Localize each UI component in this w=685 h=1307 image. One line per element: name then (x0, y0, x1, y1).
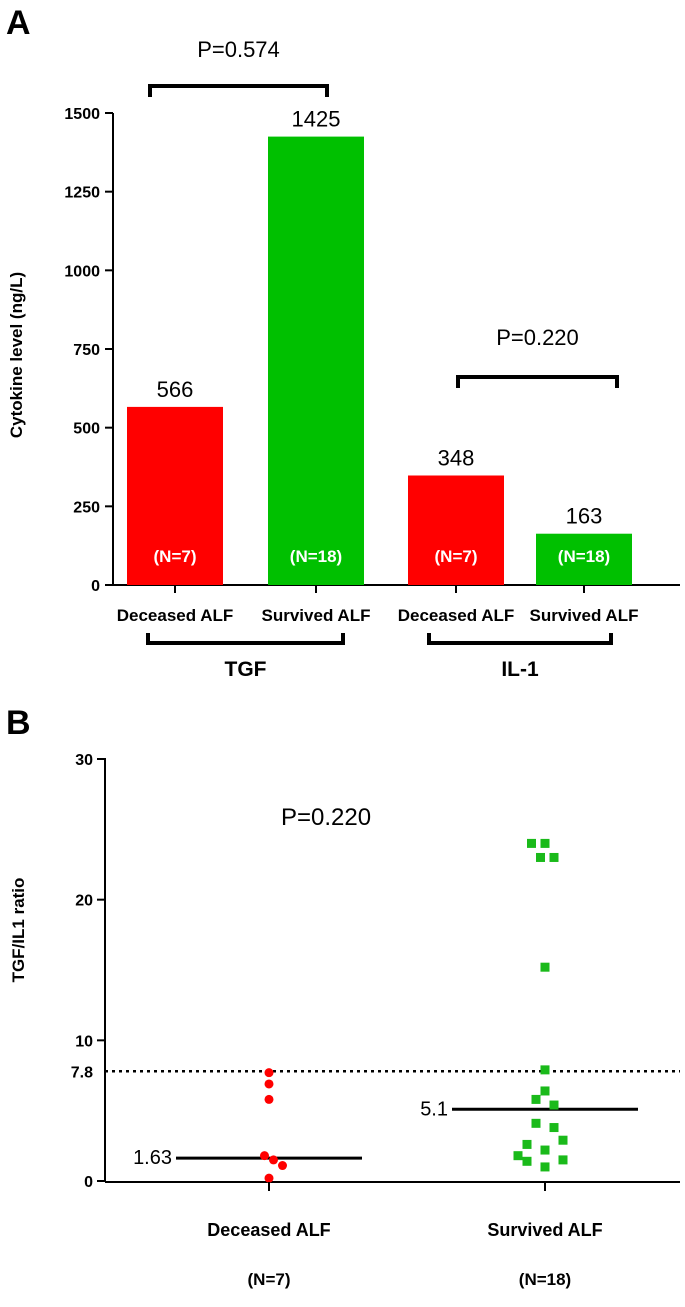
panel-label-b: B (6, 704, 31, 742)
bar (536, 533, 632, 585)
y-tick-label: 1000 (64, 263, 100, 280)
x-category-label: Deceased ALF (398, 606, 515, 625)
data-point (278, 1161, 287, 1171)
data-point (536, 852, 545, 862)
threshold-label: 7.8 (71, 1064, 93, 1081)
y-tick-label: 30 (75, 752, 93, 769)
median-label: 5.1 (420, 1098, 448, 1120)
bar-n-label: (N=7) (154, 547, 197, 566)
x-n-label: (N=7) (248, 1270, 291, 1289)
y-tick-label: 10 (75, 1033, 93, 1050)
data-point (540, 962, 550, 972)
y-tick-label: 1250 (64, 185, 100, 202)
data-point (527, 838, 536, 848)
y-tick-label: 500 (73, 421, 100, 438)
y-tick-label: 0 (91, 578, 100, 595)
x-category-label: Deceased ALF (117, 606, 234, 625)
y-tick-label: 250 (73, 499, 100, 516)
y-tick-label: 0 (84, 1174, 93, 1191)
bar-n-label: (N=18) (558, 547, 610, 566)
x-category-label: Survived ALF (530, 606, 639, 625)
data-point (264, 1094, 274, 1104)
x-n-label: (N=18) (519, 1270, 571, 1289)
group-label: TGF (225, 658, 267, 681)
data-point (522, 1139, 532, 1149)
data-point (264, 1173, 274, 1183)
y-tick-label: 20 (75, 893, 93, 910)
data-point (264, 1079, 274, 1089)
comparison-pvalue: P=0.574 (197, 37, 280, 62)
comparison-bracket (456, 375, 619, 388)
comparison-pvalue: P=0.220 (496, 325, 579, 350)
data-point (264, 1068, 274, 1078)
data-point (513, 1151, 523, 1161)
bar-value-label: 348 (438, 445, 475, 470)
panel-a-y-axis-label: Cytokine level (ng/L) (7, 272, 26, 438)
data-point (531, 1118, 541, 1128)
data-point (269, 1155, 278, 1165)
panel-b-pvalue: P=0.220 (281, 804, 371, 831)
group-bracket (146, 633, 345, 645)
panel-label-a: A (6, 4, 31, 42)
bar (408, 475, 504, 585)
x-category-label: Survived ALF (262, 606, 371, 625)
data-point (522, 1156, 532, 1166)
data-point (549, 1100, 559, 1110)
data-point (558, 1155, 568, 1165)
data-point (558, 1135, 568, 1145)
bar-n-label: (N=7) (435, 547, 478, 566)
panel-b-y-axis-label: TGF/IL1 ratio (9, 878, 28, 983)
data-point (531, 1094, 541, 1104)
comparison-bracket (148, 84, 329, 97)
data-point (549, 1123, 559, 1133)
data-point (540, 1086, 550, 1096)
data-point (540, 1145, 550, 1155)
data-point (260, 1151, 269, 1161)
y-tick-label: 1500 (64, 106, 100, 123)
bar (268, 136, 364, 585)
group-label: IL-1 (501, 658, 539, 681)
data-point (540, 838, 550, 848)
bar-value-label: 1425 (292, 107, 341, 132)
x-category-label: Survived ALF (487, 1220, 602, 1240)
bar-value-label: 163 (566, 504, 603, 529)
group-bracket (427, 633, 613, 645)
bar-n-label: (N=18) (290, 547, 342, 566)
data-point (540, 1162, 550, 1172)
x-category-label: Deceased ALF (207, 1220, 330, 1240)
y-tick-label: 750 (73, 342, 100, 359)
data-point (540, 1065, 550, 1075)
bar (127, 406, 223, 585)
bar-value-label: 566 (157, 377, 194, 402)
data-point (549, 852, 559, 862)
median-label: 1.63 (133, 1147, 172, 1169)
